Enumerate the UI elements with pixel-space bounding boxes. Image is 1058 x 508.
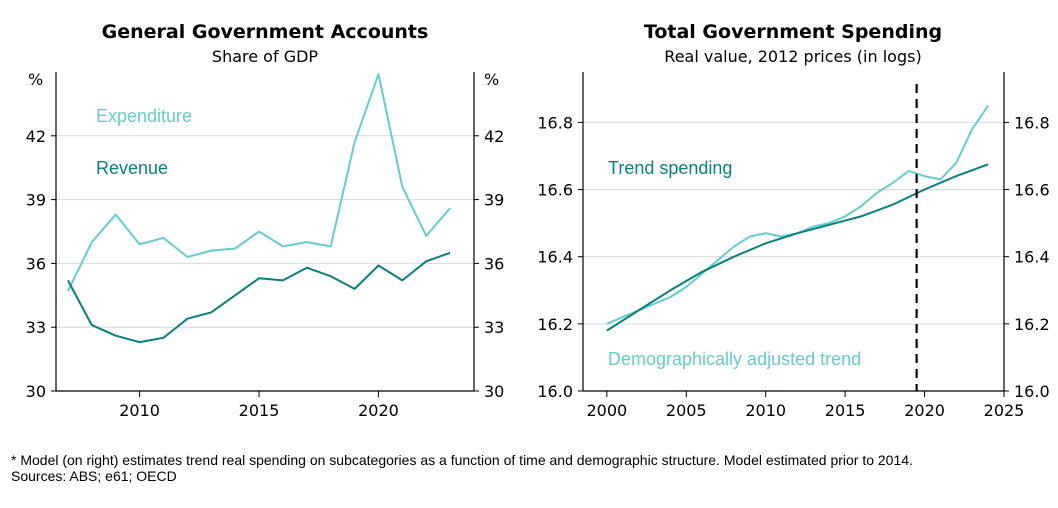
left-axis-unit: % (28, 70, 43, 89)
y-tick-label-left: 30 (26, 382, 46, 401)
y-tick-label-left: 16.0 (537, 382, 573, 401)
x-tick-label: 2025 (984, 401, 1025, 420)
y-tick-label-right: 36 (484, 254, 504, 273)
y-tick-label-left: 33 (26, 318, 46, 337)
y-tick-label-left: 16.4 (537, 248, 573, 267)
right-axis-unit: % (484, 70, 499, 89)
x-tick-label: 2000 (586, 401, 627, 420)
right-chart-tick-labels: 16.0 16.0 16.2 16.2 16.4 16.4 16.6 16.6 16.8 16.8… (537, 113, 1049, 420)
right-chart-gridlines (583, 121, 1004, 325)
y-tick-label-left: 16.6 (537, 181, 573, 200)
sources: Sources: ABS; e61; OECD (11, 468, 177, 484)
left-chart-title: General Government Accounts (102, 21, 429, 43)
x-tick-label: 2020 (358, 401, 399, 420)
series-line-expenditure (67, 73, 451, 292)
series-line-revenue (67, 251, 451, 344)
y-tick-label-left: 16.2 (537, 315, 573, 334)
y-tick-label-right: 16.8 (1014, 113, 1050, 132)
x-tick-label: 2020 (904, 401, 945, 420)
demographically-adjusted-trend-label: Demographically adjusted trend (608, 349, 861, 369)
y-tick-label-left: 16.8 (537, 113, 573, 132)
right-chart-series (606, 105, 989, 332)
series-line-demographically-adjusted-trend (606, 105, 989, 325)
x-tick-label: 2015 (825, 401, 866, 420)
revenue-label: Revenue (96, 158, 168, 178)
y-tick-label-left: 36 (26, 254, 46, 273)
x-tick-label: 2005 (666, 401, 707, 420)
chart-general-government-accounts: General Government Accounts Share of GDP… (26, 21, 505, 420)
trend-spending-label: Trend spending (608, 158, 732, 178)
y-tick-label-left: 42 (26, 127, 46, 146)
expenditure-label: Expenditure (96, 106, 192, 126)
y-tick-label-right: 30 (484, 382, 504, 401)
y-tick-label-right: 16.4 (1014, 248, 1050, 267)
right-chart-subtitle: Real value, 2012 prices (in logs) (664, 47, 921, 66)
y-tick-label-right: 39 (484, 191, 504, 210)
right-chart-title: Total Government Spending (644, 21, 942, 43)
x-tick-label: 2010 (119, 401, 160, 420)
y-tick-label-right: 16.0 (1014, 382, 1050, 401)
y-tick-label-left: 39 (26, 191, 46, 210)
right-chart-axes (578, 72, 1009, 397)
left-chart-series (67, 73, 451, 344)
left-chart-tick-labels: 30 30 33 33 36 36 39 39 42 42 2010 2015 2020 (26, 127, 505, 420)
footnote: * Model (on right) estimates trend real … (11, 452, 913, 468)
y-tick-label-right: 16.6 (1014, 181, 1050, 200)
x-tick-label: 2010 (745, 401, 786, 420)
chart-total-government-spending: Total Government Spending Real value, 20… (537, 21, 1049, 420)
left-chart-gridlines (56, 135, 474, 328)
series-line-trend-spending (606, 163, 989, 332)
left-chart-subtitle: Share of GDP (212, 47, 318, 66)
y-tick-label-right: 42 (484, 127, 504, 146)
y-tick-label-right: 33 (484, 318, 504, 337)
x-tick-label: 2015 (239, 401, 280, 420)
left-chart-axes (51, 72, 479, 397)
notes: * Model (on right) estimates trend real … (11, 452, 1041, 484)
y-tick-label-right: 16.2 (1014, 315, 1050, 334)
